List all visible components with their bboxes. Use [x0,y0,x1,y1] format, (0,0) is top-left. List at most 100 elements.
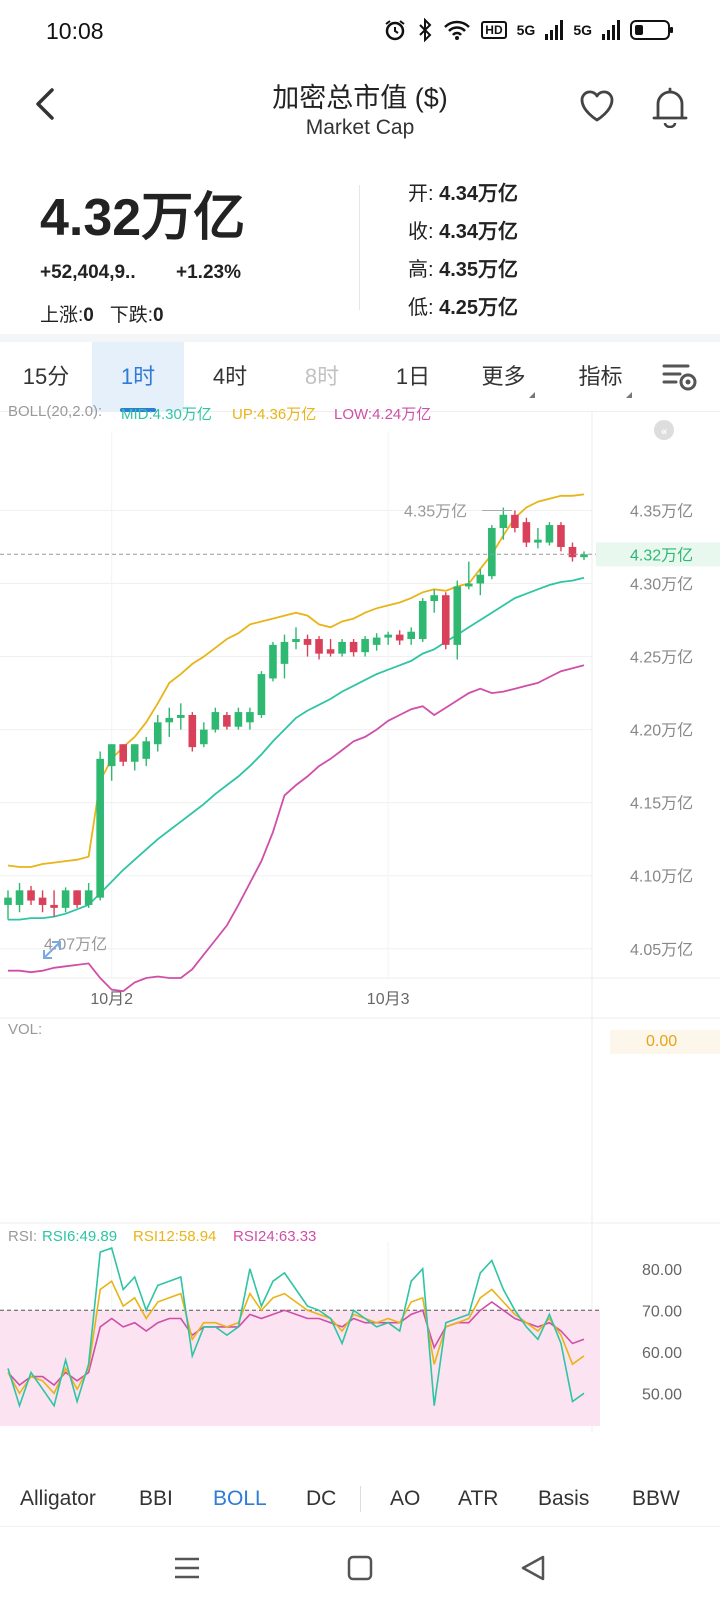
candle-body [545,525,554,543]
rsi6-line [7,1246,585,1409]
bell-icon[interactable] [650,84,690,128]
boll-up-line [7,493,585,868]
date-axis-label: 10月3 [367,991,410,1008]
ohlc-list: 开: 4.34万亿 收: 4.34万亿 高: 4.35万亿 低: 4.25万亿 [408,175,518,327]
heart-icon[interactable] [576,84,618,126]
boll-low: LOW:4.24万亿 [334,406,432,423]
menu-icon[interactable] [174,1555,200,1581]
down-value: 0 [152,305,164,326]
candle-body [395,634,404,641]
tab-indicators[interactable]: 指标 [558,342,652,412]
bluetooth-icon [419,18,432,42]
timeframe-tabs: 15分 1时 4时 8时 1日 更多 指标 [0,342,720,412]
rsi24-value: RSI24:63.33 [233,1228,317,1245]
candle-body [223,715,231,727]
candle-body [292,639,300,642]
boll-mid-line [8,576,585,921]
divider [360,1486,361,1512]
high-marker-label: 4.35万亿 [404,502,467,520]
chart-settings-icon[interactable] [662,360,698,394]
rsi12-line [7,1279,585,1395]
rsi12-value: RSI12:58.94 [133,1228,217,1245]
tab-8h[interactable]: 8时 [304,364,340,389]
rsi6-value: RSI6:49.89 [42,1228,118,1245]
tab-more-label: 更多 [481,364,526,389]
candle-body [384,634,392,638]
candle-body [326,649,335,654]
candle-body [418,601,427,640]
dropdown-icon [625,392,632,398]
indicator-dc[interactable]: DC [306,1487,337,1510]
current-price: 4.32万亿 [40,189,246,247]
collapse-icon-label: « [661,426,667,438]
candle-body [303,639,312,645]
indicator-bbw[interactable]: BBW [632,1487,680,1510]
clock: 10:08 [46,18,104,44]
vol-value-bg [610,1030,720,1054]
tab-1h[interactable]: 1时 [92,342,184,412]
candle-body [430,595,439,602]
candle-body [476,574,485,584]
vol-value: 0.00 [646,1033,678,1050]
candle-body [246,712,254,723]
close-value: 4.34万亿 [439,221,519,243]
candle-body [84,890,93,905]
candle-body [557,525,565,547]
expand-icon [43,941,61,959]
page-subtitle: Market Cap [305,116,415,139]
back-triangle-icon[interactable] [520,1555,546,1581]
chart-area[interactable]: 4.35万亿 4.30万亿 4.25万亿 4.20万亿 4.15万亿 4.10万亿 4.05… [0,403,720,1472]
indicator-tabs: Alligator BBI BOLL DC AO ATR Basis BBW [0,1472,720,1526]
rsi-axis-label: 60.00 [642,1345,682,1362]
candle-body [211,712,220,730]
candle-body [534,539,542,543]
tab-4h[interactable]: 4时 [212,364,248,389]
close-row: 收: 4.34万亿 [408,213,518,251]
indicator-atr[interactable]: ATR [458,1487,499,1510]
price-axis-label: 4.15万亿 [630,795,693,813]
indicator-ao[interactable]: AO [390,1487,421,1510]
high-row: 高: 4.35万亿 [408,251,518,289]
candle-body [4,897,12,905]
high-label: 高: [408,259,434,281]
indicator-bbi[interactable]: BBI [139,1487,173,1510]
high-value: 4.35万亿 [439,259,519,281]
indicator-basis[interactable]: Basis [538,1487,590,1510]
tab-1d[interactable]: 1日 [395,364,431,389]
tab-more[interactable]: 更多 [458,342,558,412]
candle-body [61,890,70,908]
low-marker-label: 4.07万亿 [44,936,107,954]
boll-mid: MID:4.30万亿 [121,406,212,423]
rsi-label: RSI: [8,1228,38,1245]
home-square-icon[interactable] [347,1555,373,1581]
low-value: 4.25万亿 [439,297,519,319]
low-row: 低: 4.25万亿 [408,289,518,327]
status-icons: HD 5G 5G [383,18,674,42]
tab-indicators-label: 指标 [578,364,623,389]
signal-bars-icon [545,20,564,40]
section-separator [0,334,720,342]
candle-body [280,641,289,664]
candle-body [499,514,508,528]
advance-decline: 上涨:0 下跌:0 [40,300,164,327]
price-axis-label: 4.10万亿 [630,868,693,886]
indicator-boll[interactable]: BOLL [213,1487,267,1510]
back-arrow-icon[interactable] [30,84,62,124]
price-axis-label: 4.25万亿 [630,649,693,667]
candle-body [38,897,47,905]
battery-icon [630,20,673,40]
tab-15min[interactable]: 15分 [22,364,70,389]
price-chart[interactable]: 4.35万亿 4.30万亿 4.25万亿 4.20万亿 4.15万亿 4.10万亿 4.05… [0,412,720,1472]
price-axis-label: 4.30万亿 [630,576,693,594]
price-axis-label: 4.35万亿 [630,502,693,520]
rsi-axis-label: 50.00 [642,1386,682,1403]
alarm-icon [385,20,405,41]
price-axis-label: 4.20万亿 [630,722,693,740]
indicator-alligator[interactable]: Alligator [20,1487,96,1510]
candle-body [234,712,243,727]
quote-panel: 4.32万亿 +52,404,9.. +1.23% 上涨:0 下跌:0 开: 4… [0,165,720,335]
candle-body [153,722,162,745]
signal-5g-icon: 5G [573,22,592,38]
up-label: 上涨: [40,305,84,326]
date-axis-label: 10月2 [90,991,133,1008]
